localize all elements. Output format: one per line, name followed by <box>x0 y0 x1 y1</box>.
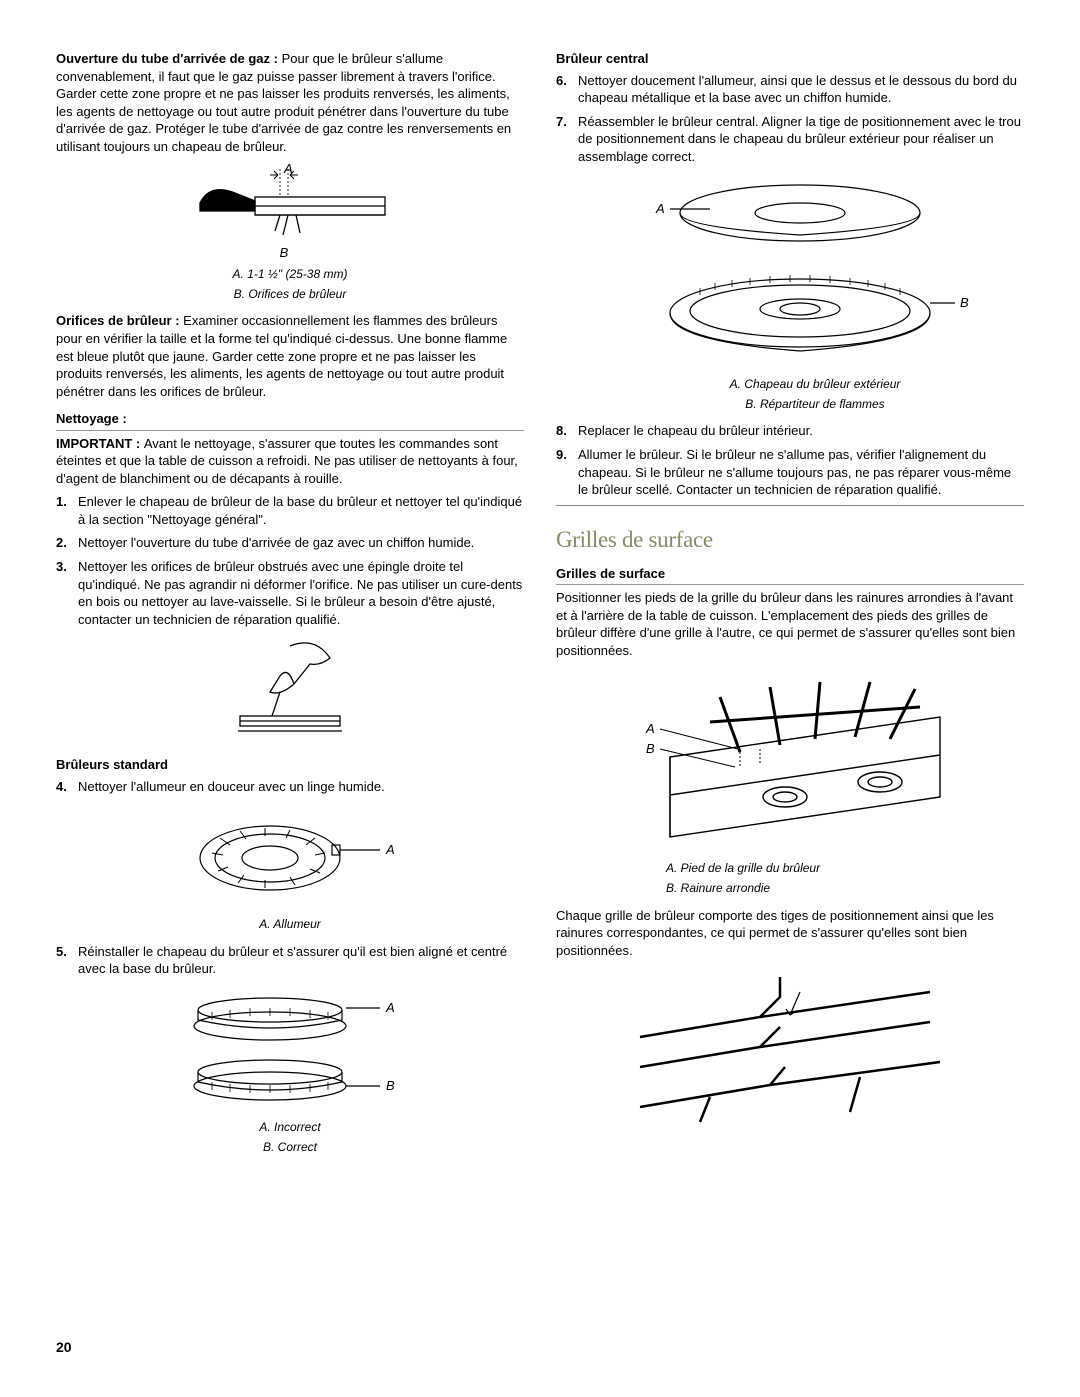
step-9: 9.Allumer le brûleur. Si le brûleur ne s… <box>556 446 1024 499</box>
step-5: 5.Réinstaller le chapeau du brûleur et s… <box>56 943 524 978</box>
section-title-grilles: Grilles de surface <box>556 524 1024 555</box>
gas-inlet-body: Pour que le brûleur s'allume convenablem… <box>56 51 511 154</box>
figure-cap-alignment: A B A. Incorrect B. Correct <box>56 986 524 1155</box>
step-4: 4.Nettoyer l'allumeur en douceur avec un… <box>56 778 524 796</box>
grilles-paragraph-1: Positionner les pieds de la grille du br… <box>556 589 1024 659</box>
fig6-caption-b: B. Rainure arrondie <box>666 881 1024 897</box>
important-lead: IMPORTANT : <box>56 436 144 451</box>
cleaning-steps: 1.Enlever le chapeau de brûleur de la ba… <box>56 493 524 628</box>
step-2: 2.Nettoyer l'ouverture du tube d'arrivée… <box>56 534 524 552</box>
important-paragraph: IMPORTANT : Avant le nettoyage, s'assure… <box>56 435 524 488</box>
section-divider <box>556 505 1024 506</box>
figure-igniter: A A. Allumeur <box>56 803 524 933</box>
fig4-caption-a: A. Incorrect <box>56 1120 524 1136</box>
step-1: 1.Enlever le chapeau de brûleur de la ba… <box>56 493 524 528</box>
right-column: Brûleur central 6.Nettoyer doucement l'a… <box>556 50 1024 1165</box>
label-a: A <box>655 201 665 216</box>
orifices-lead: Orifices de brûleur : <box>56 313 183 328</box>
label-b: B <box>646 741 655 756</box>
heading-central-burner: Brûleur central <box>556 50 1024 68</box>
left-column: Ouverture du tube d'arrivée de gaz : Pou… <box>56 50 524 1165</box>
step-3: 3.Nettoyer les orifices de brûleur obstr… <box>56 558 524 628</box>
label-b: B <box>960 295 969 310</box>
orifices-paragraph: Orifices de brûleur : Examiner occasionn… <box>56 312 524 400</box>
fig1-caption-a: A. 1-1 ½" (25-38 mm) <box>56 267 524 283</box>
figure-gas-tube: A B A. 1-1 ½" (25-38 mm) B. Orifices de … <box>56 163 524 302</box>
figure-central-assembly: A B A. Chapeau du brûleur extérieur B. R… <box>556 173 1024 412</box>
fig6-caption-a: A. Pied de la grille du brûleur <box>666 861 1024 877</box>
step-6: 6.Nettoyer doucement l'allumeur, ainsi q… <box>556 72 1024 107</box>
label-a: A <box>385 842 395 857</box>
fig5-caption-a: A. Chapeau du brûleur extérieur <box>730 377 901 391</box>
step-7: 7.Réassembler le brûleur central. Aligne… <box>556 113 1024 166</box>
page-number: 20 <box>56 1338 72 1357</box>
fig3-caption: A. Allumeur <box>56 917 524 933</box>
step-8: 8.Replacer le chapeau du brûleur intérie… <box>556 422 1024 440</box>
figure-grate-feet: A B A. Pied de la grille du brûleur B. R… <box>556 667 1024 896</box>
fig1-caption-b: B. Orifices de brûleur <box>56 287 524 303</box>
gas-inlet-lead: Ouverture du tube d'arrivée de gaz : <box>56 51 282 66</box>
grilles-paragraph-2: Chaque grille de brûleur comporte des ti… <box>556 907 1024 960</box>
central-steps-2: 8.Replacer le chapeau du brûleur intérie… <box>556 422 1024 498</box>
heading-standard-burners: Brûleurs standard <box>56 756 524 774</box>
label-b: B <box>386 1078 395 1093</box>
figure-grate-alignment <box>556 967 1024 1127</box>
figure-pin-clean <box>56 636 524 746</box>
fig4-caption-b: B. Correct <box>56 1140 524 1156</box>
heading-nettoyage: Nettoyage : <box>56 410 524 431</box>
label-a: A <box>385 1000 395 1015</box>
fig5-caption-b: B. Répartiteur de flammes <box>745 397 884 411</box>
label-a: A <box>283 163 293 176</box>
label-a: A <box>645 721 655 736</box>
heading-grilles: Grilles de surface <box>556 565 1024 586</box>
reinstall-steps: 5.Réinstaller le chapeau du brûleur et s… <box>56 943 524 978</box>
central-steps: 6.Nettoyer doucement l'allumeur, ainsi q… <box>556 72 1024 166</box>
label-b: B <box>280 245 289 260</box>
gas-inlet-paragraph: Ouverture du tube d'arrivée de gaz : Pou… <box>56 50 524 155</box>
standard-steps: 4.Nettoyer l'allumeur en douceur avec un… <box>56 778 524 796</box>
